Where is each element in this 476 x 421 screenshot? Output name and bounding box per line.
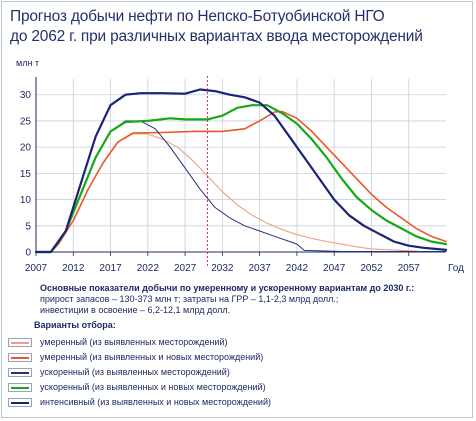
- key-indicators-line-1: прирост запасов – 130-373 млн т; затраты…: [40, 294, 339, 304]
- legend-item: ускоренный (из выявленных месторождений): [6, 366, 466, 380]
- key-indicators: Основные показатели добычи по умеренному…: [40, 283, 470, 316]
- legend-item: умеренный (из выявленных и новых месторо…: [6, 351, 466, 365]
- legend-item: интенсивный (из выявленных и новых место…: [6, 396, 466, 410]
- x-tick-label: 2047: [323, 263, 346, 274]
- legend-heading: Варианты отбора:: [34, 320, 116, 330]
- x-tick-label: 2022: [137, 263, 160, 274]
- legend-swatch-line: [11, 387, 29, 389]
- x-tick-label: 2052: [360, 263, 383, 274]
- x-tick-label: 2032: [211, 263, 234, 274]
- series-line-5: [34, 88, 448, 254]
- x-tick-label: 2037: [249, 263, 272, 274]
- legend-swatch: [8, 383, 32, 392]
- legend-swatch: [8, 398, 32, 407]
- legend-item: ускоренный (из выявленных и новых местор…: [6, 381, 466, 395]
- x-tick-label: 2042: [286, 263, 309, 274]
- x-axis-label: Год: [448, 263, 464, 274]
- x-tick-label: 2057: [398, 263, 421, 274]
- legend-item-label: ускоренный (из выявленных месторождений): [40, 367, 230, 377]
- y-tick-label: 25: [20, 116, 32, 127]
- legend-item: умеренный (из выявленных месторождений): [6, 336, 466, 350]
- legend-item-label: ускоренный (из выявленных и новых местор…: [40, 382, 266, 392]
- legend-swatch-line: [11, 342, 29, 344]
- legend-item-label: умеренный (из выявленных и новых месторо…: [40, 352, 264, 362]
- y-axis-label: млн т: [16, 58, 39, 68]
- legend-swatch: [8, 368, 32, 377]
- legend-swatch: [8, 353, 32, 362]
- y-tick-label: 10: [20, 195, 32, 206]
- y-tick-label: 15: [20, 169, 32, 180]
- legend-item-label: умеренный (из выявленных месторождений): [40, 337, 228, 347]
- legend-swatch: [8, 338, 32, 347]
- x-tick-label: 2017: [99, 263, 122, 274]
- series-line-2: [35, 110, 447, 253]
- x-tick-label: 2012: [62, 263, 85, 274]
- x-tick-label: 2007: [25, 263, 48, 274]
- legend-swatch-line: [11, 402, 29, 404]
- y-tick-label: 0: [25, 248, 31, 259]
- chart-title: Прогноз добычи нефти по Непско-Ботуобинс…: [10, 7, 470, 47]
- key-indicators-line-2: инвестиции в освоение – 6,2-12,1 млрд до…: [40, 305, 231, 315]
- y-tick-label: 5: [25, 221, 31, 232]
- chart-title-line-2: до 2062 г. при различных вариантах ввода…: [10, 28, 423, 45]
- x-tick-label: 2027: [174, 263, 197, 274]
- y-tick-label: 20: [20, 143, 32, 154]
- series-line-4: [34, 104, 448, 254]
- legend-item-label: интенсивный (из выявленных и новых место…: [40, 397, 271, 407]
- legend-swatch-line: [11, 357, 29, 359]
- chart-title-line-1: Прогноз добычи нефти по Непско-Ботуобинс…: [10, 8, 385, 25]
- legend-swatch-line: [11, 372, 29, 374]
- key-indicators-heading: Основные показатели добычи по умеренному…: [40, 283, 415, 293]
- y-tick-label: 30: [20, 90, 32, 101]
